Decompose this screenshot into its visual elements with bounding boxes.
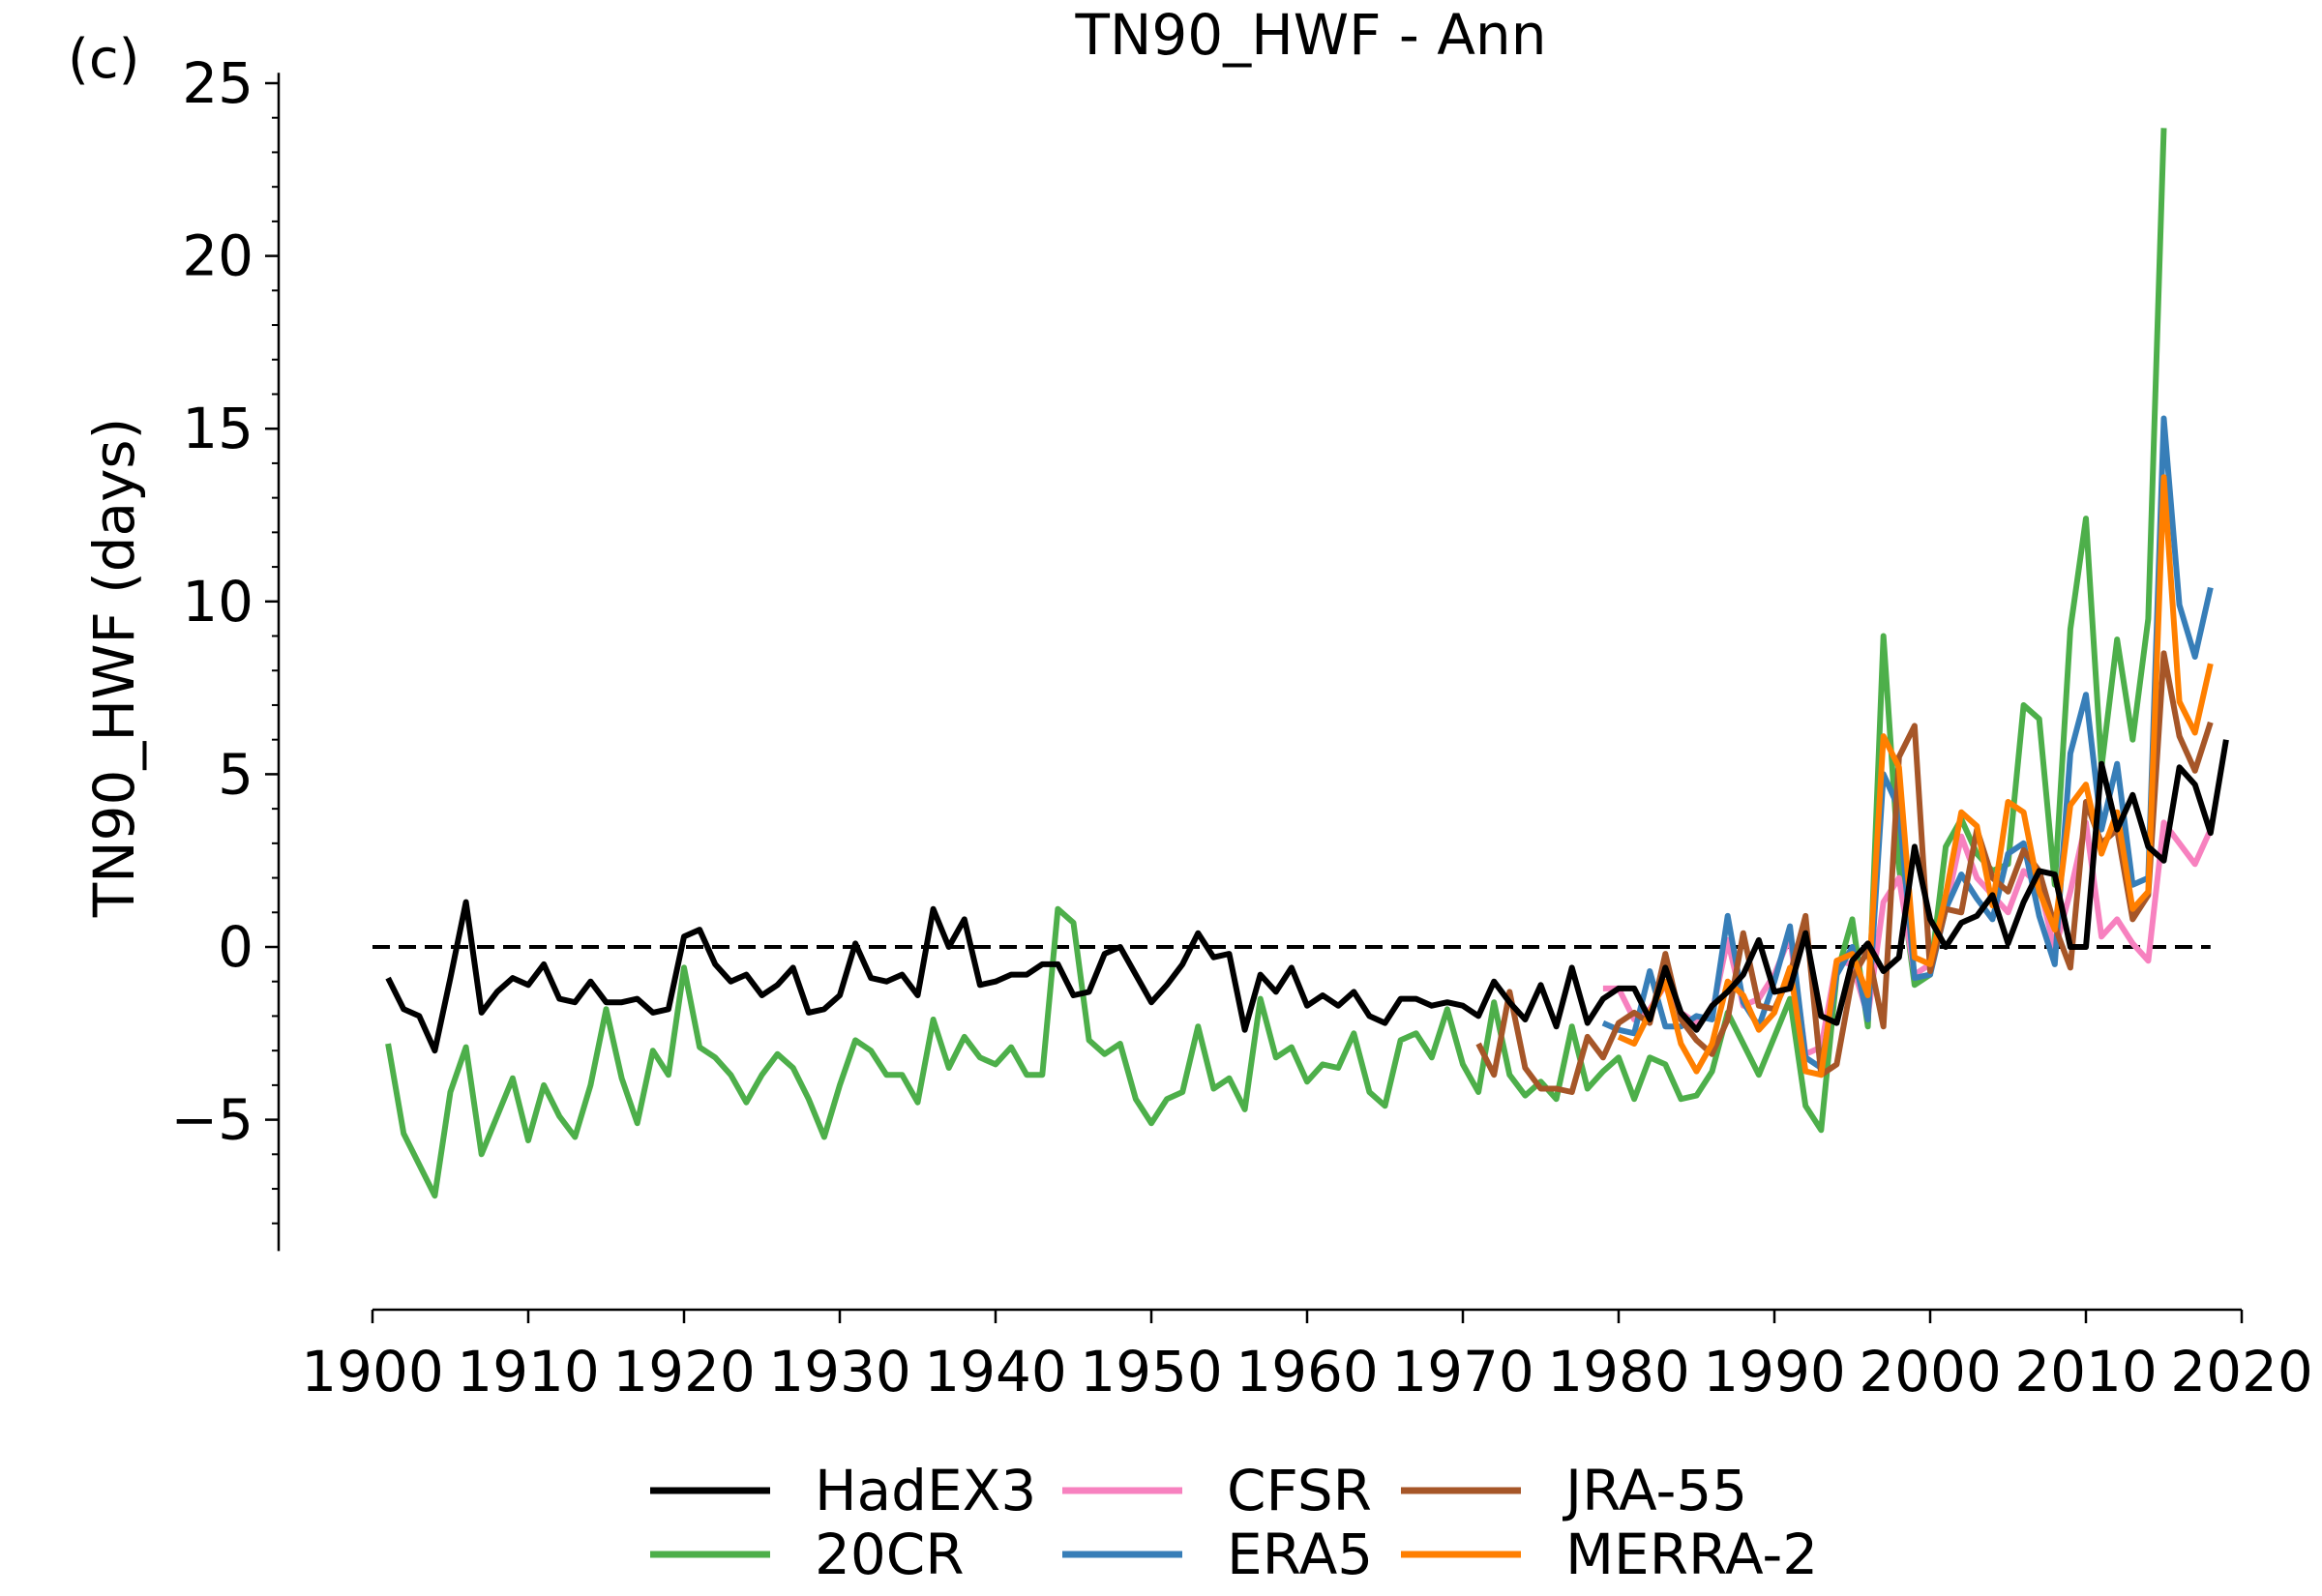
legend-label-merra-2: MERRA-2 bbox=[1565, 1522, 1818, 1587]
legend-label-era5: ERA5 bbox=[1227, 1522, 1373, 1587]
y-tick-label: 0 bbox=[218, 914, 253, 980]
y-tick-label: −5 bbox=[171, 1087, 254, 1153]
x-tick-label: 2020 bbox=[2170, 1339, 2313, 1404]
legend-label-jra-55: JRA-55 bbox=[1563, 1458, 1747, 1523]
x-tick-label: 1990 bbox=[1703, 1339, 1846, 1404]
y-axis-label: TN90_HWF (days) bbox=[81, 418, 147, 919]
x-tick-label: 1930 bbox=[768, 1339, 911, 1404]
x-tick-label: 1950 bbox=[1080, 1339, 1223, 1404]
y-tick-label: 10 bbox=[182, 569, 253, 635]
y-tick-label: 15 bbox=[182, 396, 253, 461]
series-line-merra-2 bbox=[1617, 474, 2214, 1079]
series-layer bbox=[385, 128, 2229, 1199]
x-tick-label: 1980 bbox=[1547, 1339, 1690, 1404]
series-line-hadex3 bbox=[385, 739, 2229, 1054]
x-tick-label: 1900 bbox=[301, 1339, 444, 1404]
legend-label-cfsr: CFSR bbox=[1227, 1458, 1372, 1523]
x-tick-label: 1970 bbox=[1391, 1339, 1534, 1404]
x-tick-label: 1910 bbox=[457, 1339, 600, 1404]
x-tick-label: 1960 bbox=[1235, 1339, 1379, 1404]
x-tick-label: 2010 bbox=[2014, 1339, 2158, 1404]
legend-label-hadex3: HadEX3 bbox=[815, 1458, 1036, 1523]
y-tick-label: 25 bbox=[182, 50, 253, 116]
x-tick-label: 1920 bbox=[612, 1339, 756, 1404]
axes: −5 0 5 10 15 20 25 1900 1910 1920 1930 1940 1950 1960… bbox=[171, 50, 2313, 1404]
series-line-20cr bbox=[385, 128, 2167, 1199]
y-tick-label: 5 bbox=[218, 741, 253, 807]
y-tick-label: 20 bbox=[182, 223, 253, 289]
x-tick-label: 2000 bbox=[1859, 1339, 2002, 1404]
panel-label: (c) bbox=[68, 28, 139, 91]
legend-label-20cr: 20CR bbox=[815, 1522, 965, 1587]
x-tick-label: 1940 bbox=[924, 1339, 1067, 1404]
chart-title: TN90_HWF - Ann bbox=[1075, 2, 1547, 68]
